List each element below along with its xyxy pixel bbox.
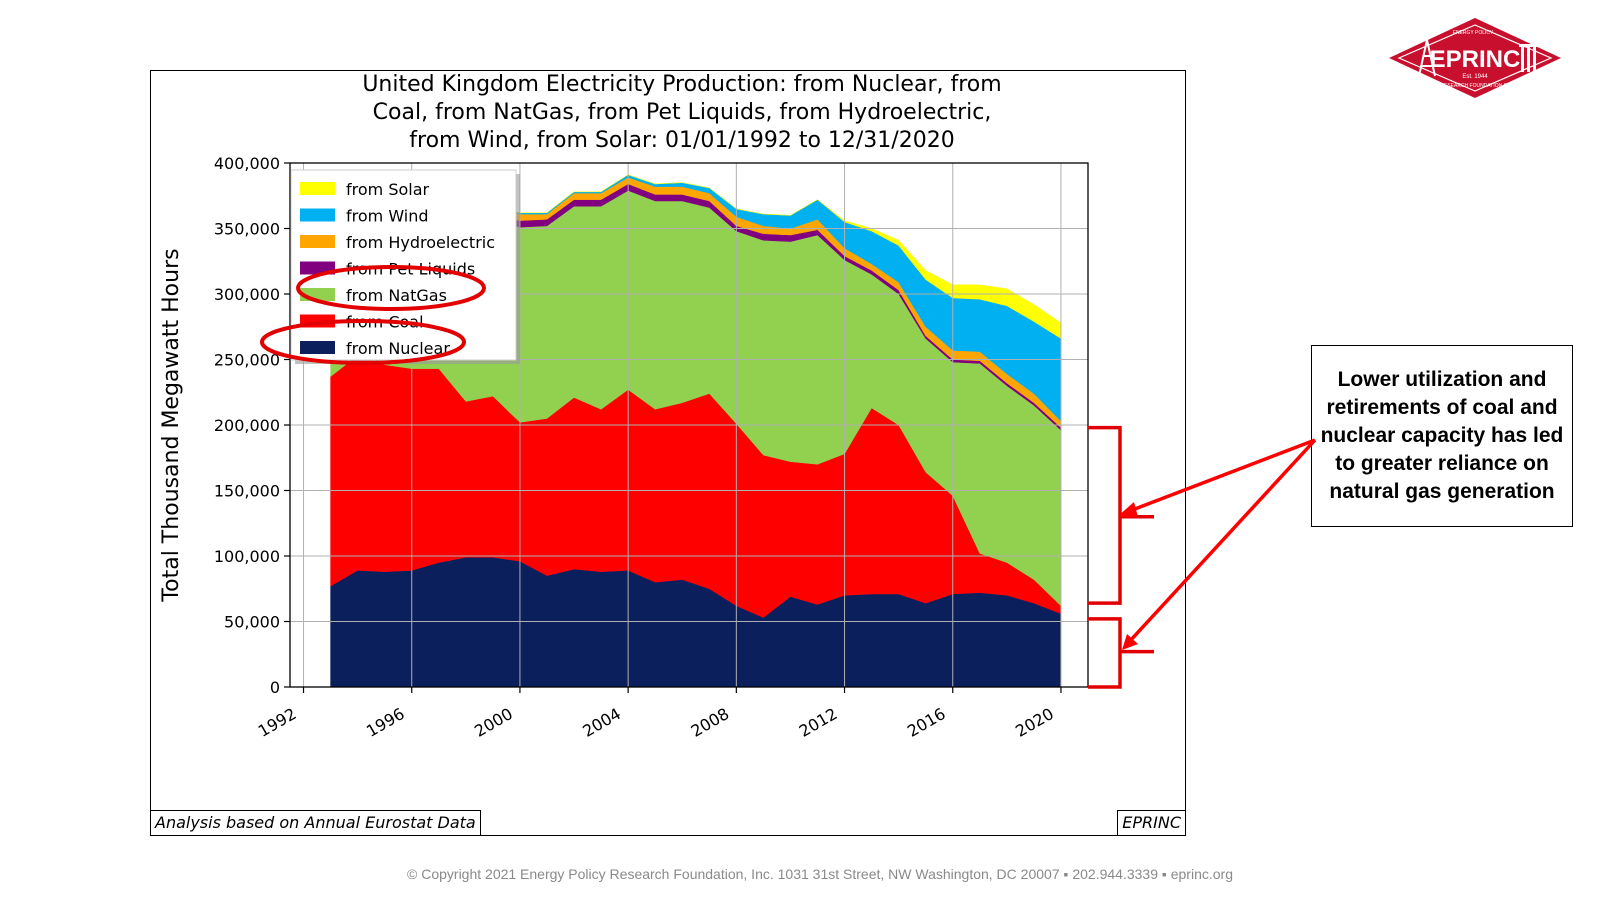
legend-label: from Solar: [346, 180, 430, 199]
x-tick-label: 2020: [1012, 704, 1057, 741]
highlight-ellipse-nuclear: [260, 319, 466, 365]
logo-ring-bottom: RESEARCH FOUNDATION INC.: [1440, 83, 1513, 89]
x-tick-label: 2000: [471, 704, 516, 741]
x-tick-label: 2012: [796, 704, 841, 741]
x-tick-label: 2004: [579, 704, 624, 741]
chart-title-line: United Kingdom Electricity Production: f…: [362, 72, 1001, 97]
y-tick-label: 300,000: [214, 285, 280, 304]
y-tick-label: 50,000: [224, 613, 280, 632]
legend-swatch: [300, 341, 335, 354]
copyright-text: © Copyright 2021 Energy Policy Research …: [407, 866, 1233, 882]
y-tick-label: 150,000: [214, 482, 280, 501]
legend-swatch: [300, 182, 335, 195]
chart-title-line: Coal, from NatGas, from Pet Liquids, fro…: [373, 100, 992, 125]
chart-title-line: from Wind, from Solar: 01/01/1992 to 12/…: [409, 128, 954, 153]
brand-note: EPRINC: [1117, 810, 1186, 836]
x-tick-label: 1992: [255, 704, 300, 741]
callout-box: Lower utilization and retirements of coa…: [1311, 345, 1573, 527]
area-chart: United Kingdom Electricity Production: f…: [159, 72, 1154, 741]
highlight-ellipse-natgas: [296, 265, 486, 311]
logo-ring-top: ENERGY POLICY: [1453, 30, 1494, 36]
legend-swatch: [300, 235, 335, 248]
chart-title: United Kingdom Electricity Production: f…: [362, 72, 1001, 153]
y-tick-label: 100,000: [214, 547, 280, 566]
y-axis-label: Total Thousand Megawatt Hours: [159, 248, 184, 602]
x-tick-label: 2008: [688, 704, 733, 741]
plot-border: [289, 162, 1089, 688]
y-tick-label: 250,000: [214, 351, 280, 370]
y-tick-label: 350,000: [214, 220, 280, 239]
bracket-natgas-share: [1088, 425, 1154, 605]
legend-label: from Hydroelectric: [346, 233, 495, 252]
chart-legend: from Solar from Wind from Hydroelectric fro…: [290, 169, 520, 364]
x-tick-label: 2016: [904, 704, 949, 741]
logo-est: Est. 1944: [1462, 74, 1488, 80]
legend-label: from Nuclear: [346, 339, 450, 358]
source-note: Analysis based on Annual Eurostat Data: [150, 810, 481, 836]
y-tick-label: 0: [270, 678, 280, 697]
legend-label: from NatGas: [346, 286, 447, 305]
legend-label: from Wind: [346, 207, 429, 226]
legend-swatch: [300, 208, 335, 222]
y-tick-label: 400,000: [214, 154, 280, 173]
bracket-nuclear-share: [1088, 617, 1154, 689]
y-tick-label: 200,000: [214, 416, 280, 435]
eprinc-logo: EPRINC Est. 1944 ENERGY POLICY RESEARCH …: [1385, 16, 1565, 104]
logo-text: EPRINC: [1430, 46, 1521, 73]
x-tick-label: 1996: [363, 704, 408, 741]
